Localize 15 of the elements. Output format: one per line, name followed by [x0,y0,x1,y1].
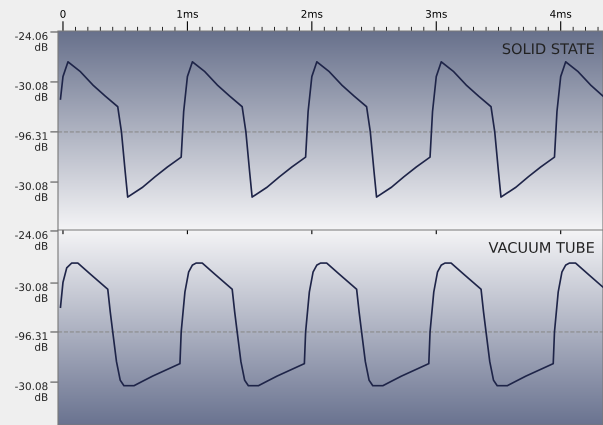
text: -96.31 dB [15,132,48,151]
x-tick-label: 3ms [426,10,447,18]
text: -24.06 dB [15,231,48,250]
x-tick-label: 0 [60,10,66,18]
text: -30.08 dB [15,382,48,402]
chart-title: VACUUM TUBE [488,242,594,253]
text: -30.08 dB [15,82,48,101]
text: -24.06 dB [15,32,48,51]
chart-title: SOLID STATE [502,43,594,54]
text: -30.08 dB [15,283,48,302]
text: -30.08 dB [15,182,48,201]
text: -96.31 dB [15,332,48,351]
x-tick-label: 2ms [302,10,322,18]
x-tick-label: 1ms [177,10,198,18]
x-tick-label: 4ms [550,10,572,18]
